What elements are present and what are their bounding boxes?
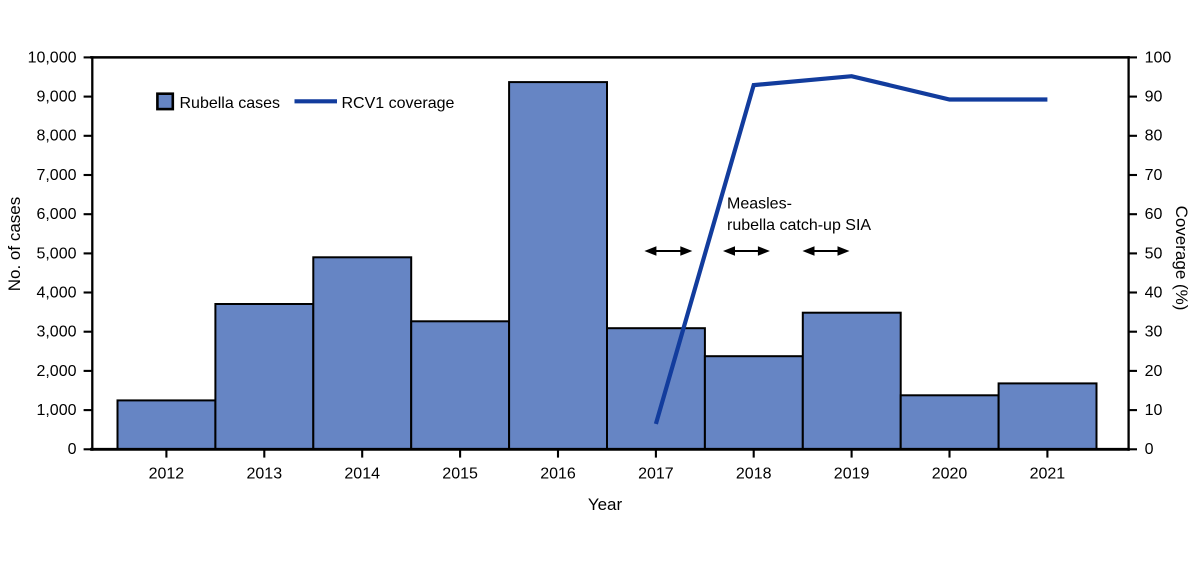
svg-text:2013: 2013: [247, 466, 283, 483]
svg-text:30: 30: [1145, 324, 1163, 341]
svg-text:70: 70: [1145, 167, 1163, 184]
svg-text:2015: 2015: [442, 466, 478, 483]
svg-text:Rubella cases: Rubella cases: [180, 95, 281, 112]
svg-text:2017: 2017: [638, 466, 674, 483]
svg-text:No. of cases: No. of cases: [5, 197, 24, 292]
svg-text:10: 10: [1145, 402, 1163, 419]
svg-text:50: 50: [1145, 245, 1163, 262]
svg-text:Coverage (%): Coverage (%): [1172, 206, 1191, 311]
svg-text:2021: 2021: [1030, 466, 1066, 483]
svg-text:3,000: 3,000: [36, 324, 76, 341]
svg-text:0: 0: [1145, 441, 1154, 458]
svg-text:40: 40: [1145, 284, 1163, 301]
svg-text:20: 20: [1145, 363, 1163, 380]
svg-text:2020: 2020: [932, 466, 968, 483]
svg-text:2018: 2018: [736, 466, 772, 483]
svg-text:2014: 2014: [344, 466, 380, 483]
svg-text:90: 90: [1145, 89, 1163, 106]
svg-text:5,000: 5,000: [36, 245, 76, 262]
svg-text:9,000: 9,000: [36, 89, 76, 106]
svg-text:10,000: 10,000: [28, 49, 77, 66]
svg-text:7,000: 7,000: [36, 167, 76, 184]
svg-text:4,000: 4,000: [36, 284, 76, 301]
svg-text:2019: 2019: [834, 466, 870, 483]
svg-text:Measles-: Measles-: [727, 196, 792, 213]
svg-text:60: 60: [1145, 206, 1163, 223]
svg-text:2,000: 2,000: [36, 363, 76, 380]
svg-text:Year: Year: [588, 495, 623, 514]
svg-text:1,000: 1,000: [36, 402, 76, 419]
svg-text:100: 100: [1145, 49, 1172, 66]
svg-text:8,000: 8,000: [36, 128, 76, 145]
svg-text:6,000: 6,000: [36, 206, 76, 223]
svg-text:rubella catch-up SIA: rubella catch-up SIA: [727, 217, 871, 234]
svg-text:2016: 2016: [540, 466, 576, 483]
svg-text:80: 80: [1145, 128, 1163, 145]
svg-text:2012: 2012: [149, 466, 185, 483]
svg-text:RCV1 coverage: RCV1 coverage: [342, 95, 455, 112]
svg-text:0: 0: [68, 441, 77, 458]
